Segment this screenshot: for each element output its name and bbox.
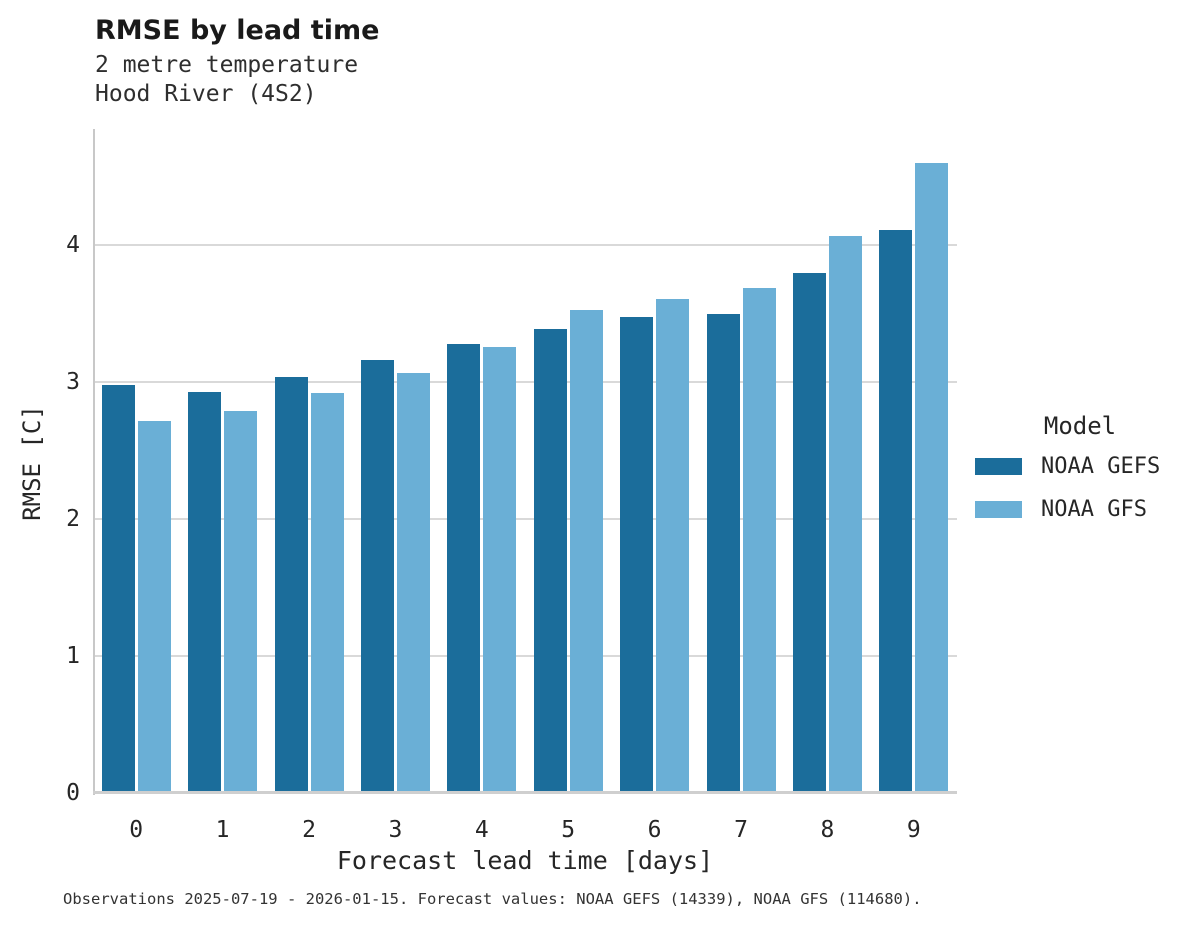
bar-noaa-gfs-day-3 — [396, 372, 430, 793]
x-axis-label: Forecast lead time [days] — [336, 846, 714, 875]
gridline-y-3 — [93, 381, 957, 384]
x-tick-label-2: 2 — [302, 817, 316, 843]
y-tick-label-1: 1 — [66, 643, 80, 670]
legend-label-gfs: NOAA GFS — [1041, 497, 1147, 522]
chart-title: RMSE by lead time — [95, 15, 380, 46]
bar-noaa-gfs-day-0 — [137, 420, 171, 793]
chart-subtitle-line-2: Hood River (4S2) — [95, 81, 317, 107]
gridline-y-1 — [93, 655, 957, 658]
x-tick-label-4: 4 — [474, 817, 489, 843]
x-tick-label-9: 9 — [906, 817, 921, 843]
x-axis-spine — [93, 791, 957, 794]
y-tick-label-3: 3 — [66, 369, 80, 396]
gfs-swatch-icon — [975, 501, 1022, 518]
bar-noaa-gefs-day-3 — [360, 360, 394, 793]
footer-caption: Observations 2025-07-19 - 2026-01-15. Fo… — [63, 890, 922, 908]
legend-item-noaa-gfs: NOAA GFS — [975, 497, 1185, 522]
bar-noaa-gefs-day-9 — [879, 230, 913, 793]
chart-subtitle: 2 metre temperature Hood River (4S2) — [95, 51, 358, 109]
y-tick-label-2: 2 — [66, 506, 80, 533]
bar-noaa-gefs-day-0 — [101, 385, 135, 793]
chart-subtitle-line-1: 2 metre temperature — [95, 52, 359, 78]
bar-noaa-gefs-day-1 — [188, 391, 222, 793]
legend-title: Model — [1043, 412, 1117, 440]
x-tick-label-3: 3 — [388, 817, 403, 843]
legend-label-gefs: NOAA GEFS — [1041, 454, 1161, 479]
legend: Model NOAA GEFS NOAA GFS — [975, 412, 1185, 540]
bar-noaa-gfs-day-6 — [656, 298, 690, 793]
y-tick-label-4: 4 — [66, 232, 80, 259]
bar-noaa-gfs-day-4 — [483, 346, 517, 793]
bar-noaa-gfs-day-8 — [828, 235, 862, 793]
gridline-y-2 — [93, 518, 957, 521]
bar-noaa-gefs-day-7 — [706, 313, 740, 793]
bar-noaa-gfs-day-2 — [310, 393, 344, 793]
y-tick-label-0: 0 — [66, 780, 80, 806]
bar-noaa-gfs-day-9 — [915, 163, 949, 793]
x-tick-label-5: 5 — [561, 817, 576, 843]
bar-noaa-gfs-day-1 — [224, 411, 258, 793]
bar-noaa-gefs-day-6 — [620, 316, 654, 793]
bar-noaa-gefs-day-8 — [792, 272, 826, 793]
x-tick-label-7: 7 — [734, 817, 748, 843]
bar-noaa-gefs-day-4 — [447, 343, 481, 793]
gefs-swatch-icon — [975, 458, 1022, 475]
bar-noaa-gfs-day-5 — [569, 309, 603, 793]
legend-item-noaa-gefs: NOAA GEFS — [975, 454, 1185, 479]
x-tick-label-8: 8 — [820, 817, 835, 843]
x-tick-label-1: 1 — [215, 817, 230, 843]
x-tick-label-6: 6 — [647, 817, 662, 843]
x-tick-label-0: 0 — [129, 817, 144, 843]
y-axis-spine — [93, 129, 95, 795]
bar-noaa-gfs-day-7 — [742, 287, 776, 793]
bar-noaa-gefs-day-5 — [533, 328, 567, 793]
gridline-y-4 — [93, 244, 957, 247]
bar-noaa-gefs-day-2 — [274, 376, 308, 793]
